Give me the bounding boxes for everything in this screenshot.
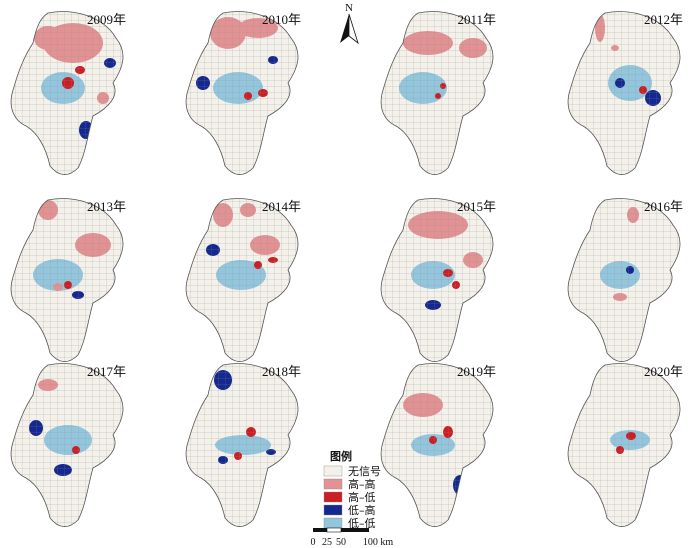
map-year-label: 2012年 (644, 12, 683, 27)
map-panel: 2013年 (10, 198, 126, 362)
legend-swatch (323, 517, 343, 529)
region-outline (380, 11, 494, 175)
legend-swatch (323, 491, 343, 503)
map-panel: 2017年 (10, 363, 126, 527)
legend-item-label: 低–低 (348, 517, 376, 530)
map-year-label: 2017年 (87, 364, 126, 379)
map-panel: 2011年 (380, 11, 496, 175)
map-year-label: 2011年 (457, 12, 496, 27)
region-outline (185, 363, 299, 527)
scale-bar: 0 25 50 100 km (311, 527, 394, 548)
region-outline (567, 11, 681, 175)
map-year-label: 2019年 (457, 364, 496, 379)
legend-swatch (323, 478, 343, 490)
scale-tick-2: 50 (336, 537, 346, 548)
legend-item-label: 高–高 (348, 477, 376, 491)
region-outline (567, 198, 681, 362)
north-arrow: N (340, 2, 359, 45)
legend-swatch (323, 465, 343, 477)
map-year-label: 2016年 (644, 199, 683, 214)
map-year-label: 2013年 (87, 199, 126, 214)
map-panel: 2009年 (10, 11, 126, 175)
region-outline (10, 11, 124, 175)
map-year-label: 2020年 (644, 364, 683, 379)
region-outline (567, 363, 681, 527)
map-panel: 2014年 (185, 198, 301, 362)
map-panel: 2016年 (567, 198, 683, 362)
legend-title: 图例 (330, 449, 352, 463)
map-year-label: 2015年 (457, 199, 496, 214)
map-year-label: 2018年 (262, 364, 301, 379)
map-panel: 2019年 (380, 363, 496, 527)
map-year-label: 2010年 (262, 12, 301, 27)
region-outline (10, 198, 124, 362)
map-year-label: 2009年 (87, 12, 126, 27)
map-panel: 2015年 (380, 198, 496, 362)
map-panel: 2012年 (567, 11, 683, 175)
region-outline (380, 198, 494, 362)
map-panel: 2018年 (185, 363, 301, 527)
map-year-label: 2014年 (262, 199, 301, 214)
scale-tick-0: 0 (311, 537, 316, 548)
region-outline (10, 363, 124, 527)
scale-tick-3: 100 km (363, 537, 394, 548)
region-outline (380, 363, 494, 527)
legend-item-label: 高–低 (348, 490, 376, 504)
region-outline (185, 11, 299, 175)
legend-item-label: 无信号 (348, 465, 381, 478)
north-arrow-label: N (345, 2, 353, 14)
scale-tick-1: 25 (322, 537, 332, 548)
legend-item-label: 低–高 (348, 503, 376, 517)
north-arrow-icon (340, 14, 349, 43)
map-panel: 2020年 (567, 363, 683, 527)
legend-swatch (323, 504, 343, 516)
region-outline (185, 198, 299, 362)
map-panel: 2010年 (185, 11, 301, 175)
